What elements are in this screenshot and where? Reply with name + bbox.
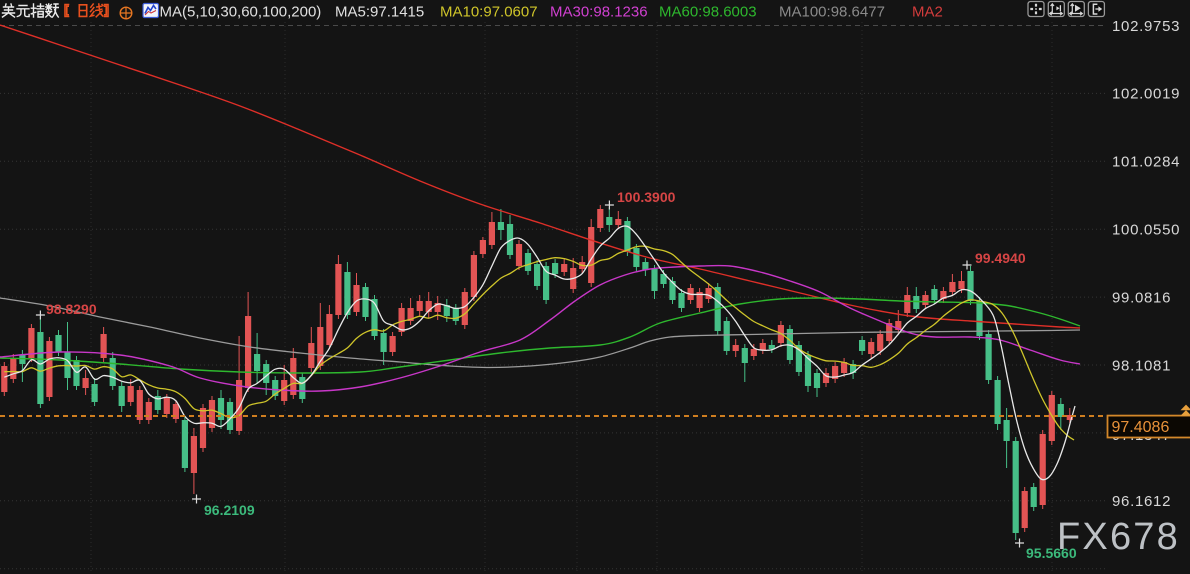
svg-text:MA(5,10,30,60,100,200): MA(5,10,30,60,100,200) [160,3,322,20]
svg-text:100.3900: 100.3900 [617,189,676,205]
svg-text:101.0284: 101.0284 [1112,154,1180,171]
svg-text:98.1081: 98.1081 [1112,357,1171,374]
svg-text:MA10:97.0607: MA10:97.0607 [440,3,538,20]
svg-text:99.0816: 99.0816 [1112,289,1171,306]
svg-text:99.4940: 99.4940 [975,250,1026,266]
svg-text:MA5:97.1415: MA5:97.1415 [335,3,424,20]
svg-text:98.8290: 98.8290 [46,301,97,317]
svg-text:FX678: FX678 [1057,516,1180,558]
svg-text:MA100:98.6477: MA100:98.6477 [779,3,885,20]
svg-text:MA30:98.1236: MA30:98.1236 [550,3,648,20]
svg-text:95.5660: 95.5660 [1026,545,1077,561]
svg-text:100.0550: 100.0550 [1112,222,1180,239]
svg-text:MA60:98.6003: MA60:98.6003 [659,3,757,20]
svg-text:102.9753: 102.9753 [1112,18,1180,35]
svg-text:96.1612: 96.1612 [1112,493,1171,510]
svg-text:102.0019: 102.0019 [1112,86,1180,103]
svg-text:97.4086: 97.4086 [1112,419,1170,436]
svg-text:96.2109: 96.2109 [204,502,255,518]
svg-text:MA2: MA2 [912,3,943,20]
